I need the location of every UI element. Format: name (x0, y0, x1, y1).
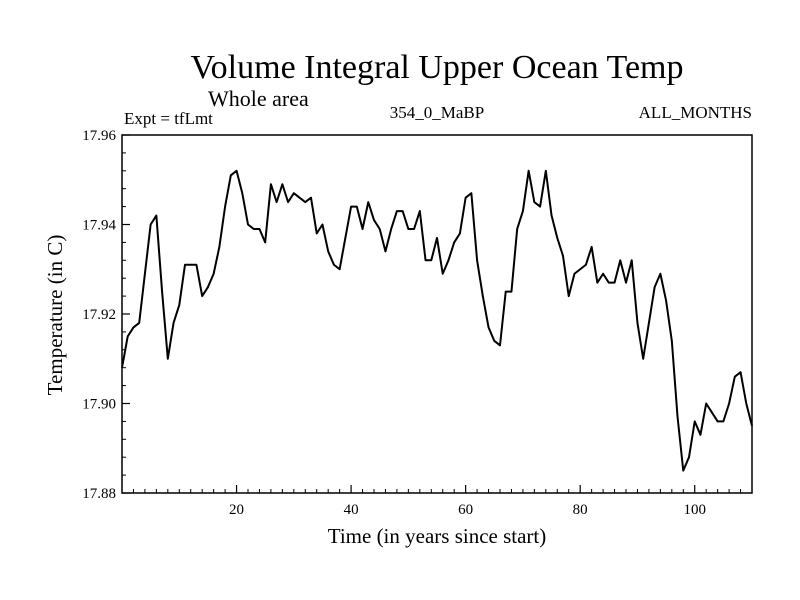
y-axis-ticks: 17.88 17.90 17.92 17.94 17.96 (82, 128, 130, 502)
y-tick-label: 17.88 (82, 486, 116, 502)
x-axis-label: Time (in years since start) (328, 524, 547, 548)
y-tick-label: 17.92 (82, 307, 116, 323)
y-tick-label: 17.94 (82, 218, 116, 234)
x-tick-label: 80 (573, 502, 588, 518)
chart-title: Volume Integral Upper Ocean Temp (191, 49, 684, 86)
chart-subtitle: Whole area (208, 86, 309, 111)
x-tick-label: 60 (458, 502, 473, 518)
y-tick-label: 17.90 (82, 397, 116, 413)
plot-frame (121, 134, 753, 494)
y-tick-label: 17.96 (82, 128, 116, 144)
run-label: 354_0_MaBP (390, 103, 484, 122)
x-axis-ticks: 20 40 60 80 100 (132, 485, 742, 518)
y-axis-label: Temperature (in C) (43, 235, 67, 396)
months-label: ALL_MONTHS (639, 103, 752, 122)
x-tick-label: 40 (344, 502, 359, 518)
experiment-label: Expt = tfLmt (124, 109, 213, 128)
x-tick-label: 100 (683, 502, 706, 518)
x-tick-label: 20 (229, 502, 244, 518)
series-line-temperature (121, 169, 753, 472)
